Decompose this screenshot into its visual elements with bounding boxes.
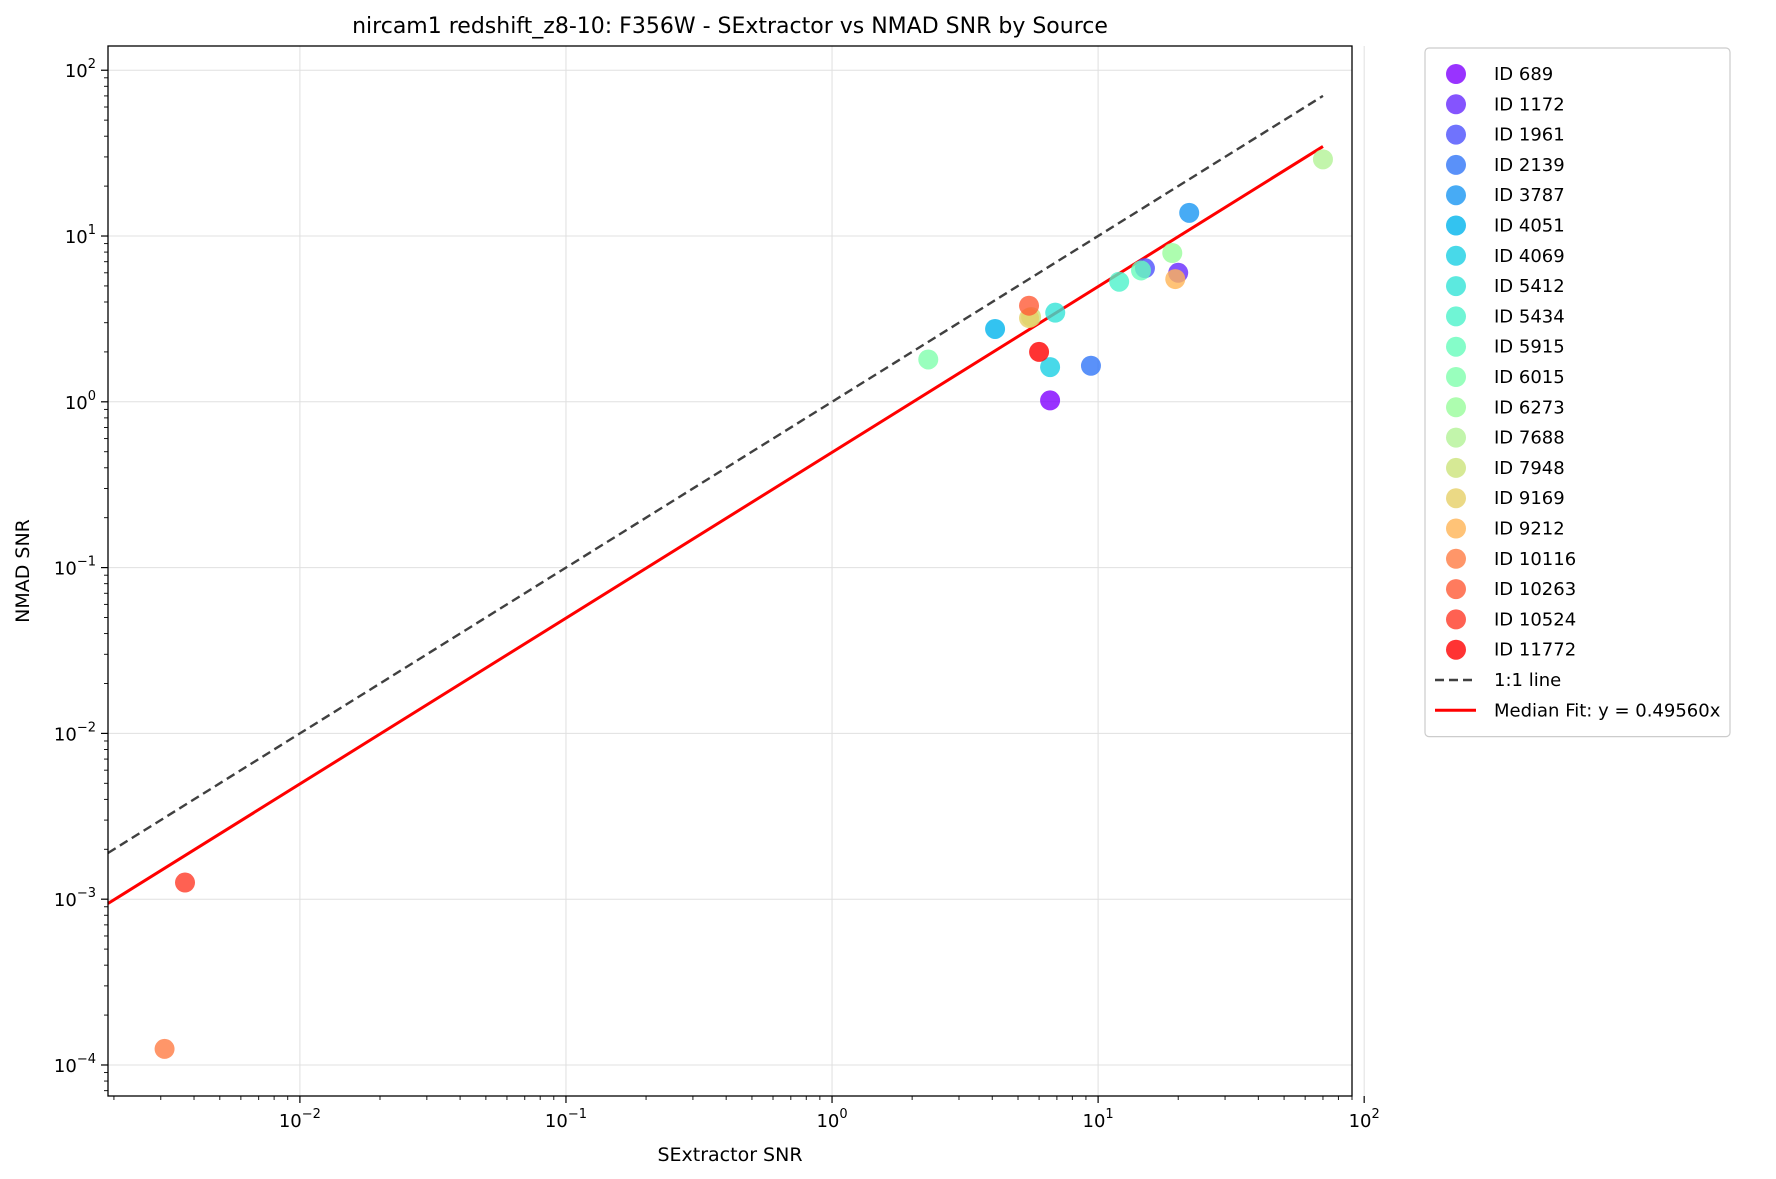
- legend-label: ID 10524: [1494, 609, 1576, 630]
- legend-marker: [1446, 488, 1466, 509]
- legend-marker: [1446, 154, 1466, 175]
- legend-label: ID 689: [1494, 64, 1553, 85]
- legend-label: ID 9169: [1494, 488, 1565, 509]
- x-tick-label: 10−2: [279, 1107, 321, 1132]
- legend-label: ID 9212: [1494, 519, 1565, 540]
- legend-marker: [1446, 215, 1466, 236]
- legend-label: ID 6273: [1494, 397, 1565, 418]
- legend-marker: [1446, 276, 1466, 297]
- axis-ticks: 10−2 10−1 100 101 102 10−4 10−3 10−2 10−1 100 101 1…: [54, 57, 1380, 1132]
- grid: [108, 46, 1365, 1096]
- legend-marker: [1446, 185, 1466, 206]
- scatter-points: [154, 149, 1333, 1059]
- legend-label: ID 1961: [1494, 125, 1565, 146]
- y-tick-label: 101: [65, 223, 96, 248]
- legend-marker: [1446, 306, 1466, 327]
- legend-marker: [1446, 518, 1466, 539]
- legend-marker: [1446, 64, 1466, 84]
- legend-marker: [1446, 245, 1466, 266]
- y-tick-label: 10−1: [54, 555, 96, 580]
- scatter-point: [985, 318, 1006, 339]
- x-tick-label: 101: [1083, 1107, 1114, 1132]
- legend-label: ID 5412: [1494, 276, 1565, 297]
- legend-label: ID 7948: [1494, 458, 1565, 479]
- y-tick-label: 10−3: [54, 886, 96, 911]
- legend-marker: [1446, 94, 1466, 115]
- scatter-point: [1179, 202, 1200, 223]
- legend-marker: [1446, 457, 1466, 478]
- plot-frame: [107, 45, 1353, 1097]
- legend-label: Median Fit: y = 0.49560x: [1494, 700, 1721, 721]
- scatter-point: [1045, 302, 1066, 323]
- scatter-point: [175, 872, 196, 893]
- y-tick-label: 102: [65, 57, 96, 82]
- legend-label: 1:1 line: [1494, 670, 1561, 691]
- legend-marker: [1446, 639, 1466, 660]
- legend-label: ID 10263: [1494, 579, 1576, 600]
- y-tick-label: 10−2: [54, 720, 96, 745]
- legend-label: ID 6015: [1494, 367, 1565, 388]
- scatter-point: [1312, 149, 1333, 170]
- legend-marker: [1446, 336, 1466, 357]
- chart-title: nircam1 redshift_z8-10: F356W - SExtract…: [352, 14, 1108, 39]
- scatter-point: [154, 1038, 175, 1059]
- x-tick-label: 102: [1349, 1107, 1380, 1132]
- legend-marker: [1446, 427, 1466, 448]
- legend-label: ID 1172: [1494, 94, 1565, 115]
- y-tick-label: 10−4: [54, 1052, 96, 1077]
- legend-label: ID 7688: [1494, 428, 1565, 449]
- scatter-point: [1040, 357, 1061, 378]
- legend-label: ID 3787: [1494, 185, 1565, 206]
- scatter-point: [918, 349, 939, 370]
- scatter-point: [1162, 242, 1183, 263]
- scatter-point: [1131, 260, 1152, 281]
- legend-label: ID 2139: [1494, 155, 1565, 176]
- x-tick-label: 100: [816, 1107, 847, 1132]
- x-axis-label: SExtractor SNR: [657, 1144, 802, 1166]
- y-axis-label: NMAD SNR: [12, 519, 34, 623]
- legend-marker: [1446, 367, 1466, 387]
- scatter-point: [1019, 295, 1040, 316]
- y-tick-label: 100: [65, 389, 96, 414]
- legend-label: ID 5915: [1494, 337, 1565, 358]
- legend-label: ID 4069: [1494, 246, 1565, 267]
- scatter-point: [1109, 271, 1130, 292]
- scatter-point: [1040, 390, 1061, 411]
- legend-label: ID 4051: [1494, 216, 1565, 237]
- legend-label: ID 10116: [1494, 549, 1576, 570]
- legend-marker: [1446, 397, 1466, 418]
- legend-label: ID 5434: [1494, 306, 1565, 327]
- scatter-point: [1165, 269, 1186, 290]
- x-tick-label: 10−1: [545, 1107, 587, 1132]
- scatter-point: [1080, 355, 1101, 376]
- one-to-one-line: [107, 94, 1324, 854]
- scatter-point: [1029, 341, 1050, 362]
- legend-marker: [1446, 579, 1466, 600]
- legend-marker: [1446, 548, 1466, 569]
- legend-marker: [1446, 609, 1466, 630]
- legend-label: ID 11772: [1494, 640, 1576, 661]
- legend-marker: [1446, 124, 1466, 145]
- legend-box: [1424, 47, 1731, 738]
- legend: ID 689 ID 1172 ID 1961 ID 2139 ID 3787 ID 405…: [1424, 47, 1731, 738]
